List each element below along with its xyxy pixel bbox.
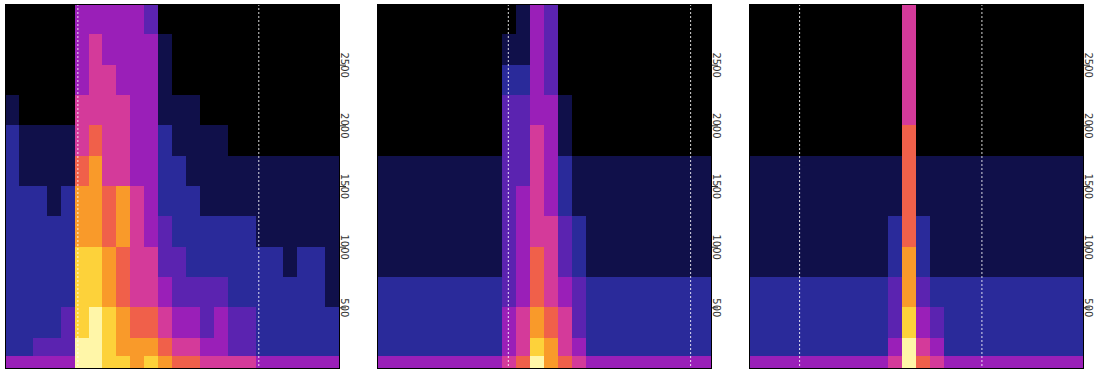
svg-text:2500: 2500	[339, 52, 350, 77]
svg-text:1500: 1500	[339, 174, 350, 199]
svg-text:500: 500	[711, 298, 722, 317]
svg-text:1500: 1500	[1083, 174, 1094, 199]
svg-text:2000: 2000	[1083, 113, 1094, 138]
svg-text:2000: 2000	[339, 113, 350, 138]
svg-text:1000: 1000	[339, 234, 350, 259]
svg-text:1000: 1000	[1083, 234, 1094, 259]
svg-text:500: 500	[339, 298, 350, 317]
svg-text:2500: 2500	[711, 52, 722, 77]
svg-text:500: 500	[1083, 298, 1094, 317]
svg-text:1000: 1000	[711, 234, 722, 259]
svg-text:2500: 2500	[1083, 52, 1094, 77]
svg-text:2000: 2000	[711, 113, 722, 138]
svg-text:1500: 1500	[711, 174, 722, 199]
